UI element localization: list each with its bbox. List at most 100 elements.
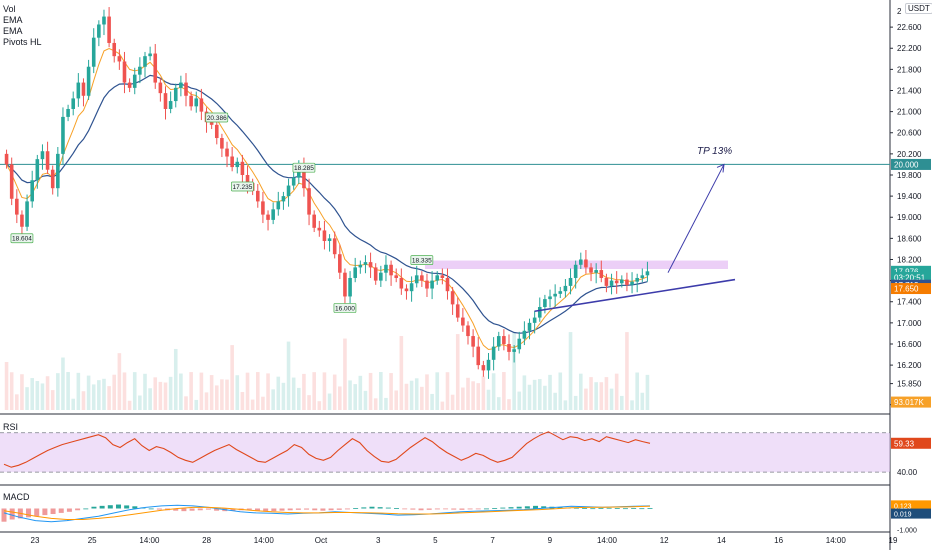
macd-histogram-bar	[279, 508, 285, 511]
macd-pane-label[interactable]: MACD	[3, 492, 30, 502]
volume-bar	[25, 387, 29, 410]
macd-value-label: 0.019	[894, 512, 912, 519]
price-tick-label-top: 2	[897, 7, 902, 16]
legend-pivots[interactable]: Pivots HL	[3, 37, 42, 47]
candle-body	[368, 262, 373, 268]
legend-ema-slow[interactable]: EMA	[3, 26, 23, 36]
pivot-label: 17.235	[232, 184, 252, 191]
volume-bar	[179, 373, 183, 410]
candle-body	[291, 177, 296, 186]
macd-histogram-bar	[385, 507, 391, 509]
time-tick-label: 12	[660, 536, 669, 545]
price-tick-label: 19.400	[897, 192, 922, 201]
pivot-label: 18.335	[412, 258, 432, 265]
candle-body	[507, 343, 511, 352]
legend-vol[interactable]: Vol	[3, 4, 16, 14]
candle-body	[86, 66, 91, 96]
volume-bar	[620, 395, 624, 410]
candle-body	[163, 93, 168, 109]
rsi-band	[0, 432, 890, 473]
candle-body	[235, 161, 240, 168]
candle-body	[425, 280, 429, 289]
volume-bar	[568, 332, 573, 410]
volume-bar	[255, 372, 260, 410]
volume-bar	[9, 372, 14, 410]
candle-body	[168, 101, 173, 109]
volume-bar	[584, 388, 588, 410]
pivot-label: 20.386	[207, 115, 227, 122]
macd-signal-line	[3, 505, 651, 520]
volume-bar	[225, 379, 229, 410]
legend-ema-fast[interactable]: EMA	[3, 15, 23, 25]
price-tag-box	[891, 271, 931, 283]
volume-bar	[630, 400, 634, 410]
candle-body	[9, 164, 14, 199]
macd-histogram-bar	[75, 508, 81, 511]
volume-bar	[194, 399, 199, 410]
macd-histogram-bar	[614, 508, 620, 509]
candle-body	[148, 53, 152, 57]
macd-histogram-bar	[353, 508, 359, 509]
candle-body	[522, 330, 527, 339]
volume-bar	[71, 398, 76, 410]
candle-body	[563, 285, 568, 292]
candle-body	[496, 336, 501, 347]
candle-body	[4, 153, 9, 165]
macd-histogram-bar	[115, 504, 121, 509]
candle-body	[71, 98, 76, 109]
candle-body	[30, 180, 34, 202]
candle-body	[625, 279, 629, 285]
rsi-pane-label[interactable]: RSI	[3, 422, 19, 432]
macd-histogram-bar	[254, 508, 260, 511]
macd-histogram-bar	[582, 508, 588, 509]
volume-bar	[409, 380, 414, 410]
macd-histogram-bar	[647, 508, 653, 509]
candle-body	[307, 188, 311, 215]
macd-histogram-bar	[402, 508, 408, 510]
candle-body	[399, 277, 404, 289]
ascending-trendline	[534, 278, 736, 313]
macd-histogram-bar	[328, 508, 334, 511]
candle-body	[553, 293, 557, 297]
candle-body	[512, 349, 516, 352]
tp-tag-box	[891, 158, 931, 170]
volume-bar	[558, 372, 563, 410]
volume-bar	[491, 373, 496, 410]
price-tag-label: 17.650	[894, 285, 919, 294]
macd-histogram-bar	[483, 508, 489, 510]
candle-body	[584, 259, 588, 268]
candle-body	[271, 209, 275, 220]
candle-body	[117, 56, 122, 62]
volume-bar	[589, 377, 593, 410]
candle-body	[537, 307, 542, 318]
volume-bar	[173, 348, 178, 410]
volume-bar	[338, 386, 342, 410]
volume-bar	[455, 334, 460, 410]
time-tick-label: 14:00	[254, 536, 275, 545]
ema-fast-line	[6, 48, 648, 351]
volume-bar	[645, 374, 650, 410]
macd-histogram-bar	[124, 505, 130, 509]
macd-histogram-bar	[524, 506, 530, 509]
candle-body	[389, 264, 393, 276]
volume-bar	[609, 388, 614, 410]
price-tick-label: 18.600	[897, 234, 922, 243]
candle-body	[486, 359, 491, 371]
time-tick-label: 3	[376, 536, 381, 545]
macd-histogram-bar	[344, 508, 350, 510]
macd-histogram-bar	[443, 508, 449, 510]
price-tick-label: 21.000	[897, 108, 922, 117]
candle-body	[609, 280, 614, 286]
volume-bar	[425, 374, 429, 410]
candle-body	[379, 272, 383, 281]
time-tick-label: 14:00	[597, 536, 618, 545]
volume-bar	[138, 395, 142, 410]
candle-body	[214, 124, 219, 139]
volume-bar	[297, 387, 301, 410]
macd-histogram-bar	[26, 508, 32, 518]
volume-bar	[578, 373, 583, 410]
time-tick-label: 25	[88, 536, 97, 545]
candle-body	[66, 108, 70, 117]
candle-body	[358, 264, 363, 268]
